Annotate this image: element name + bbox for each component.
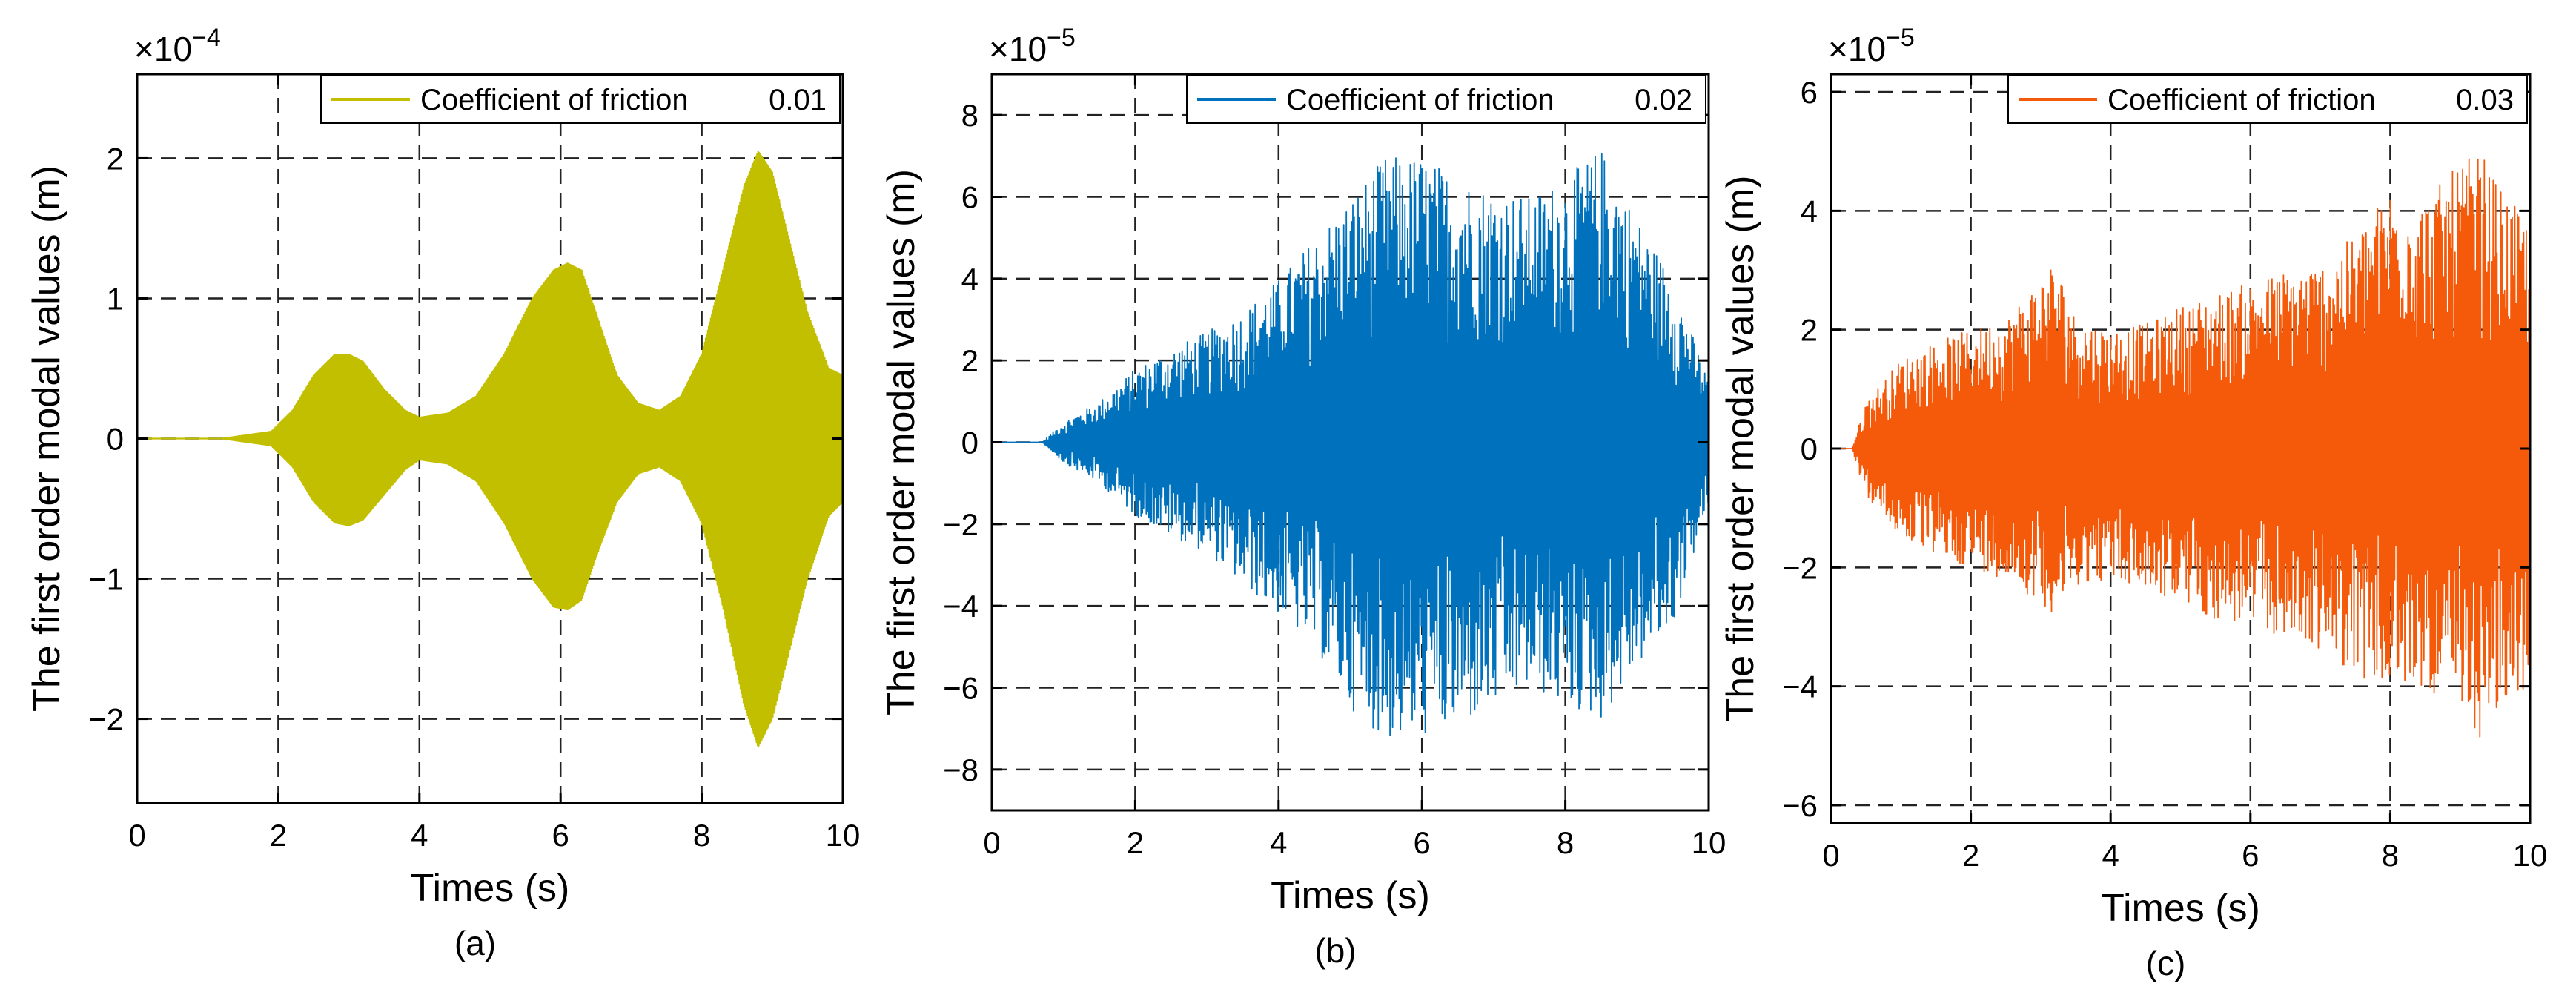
panel-2: 0 2 4 6 8 10 −8 −6 −4 −2 0 2 4 6 8 ×10−5 Times (s) The fi… (880, 24, 1726, 970)
y-tick-label: −6 (1782, 788, 1818, 823)
y-tick-label: 6 (1801, 75, 1818, 110)
y-tick-label: 4 (1801, 194, 1818, 228)
panel-3: 0 2 4 6 8 10 −6 −4 −2 0 2 4 6 ×10−5 Times (s) The first… (1719, 24, 2547, 982)
exponent-power: −5 (1886, 24, 1915, 52)
y-tick-label: −2 (943, 507, 979, 542)
legend-value: 0.03 (2456, 84, 2514, 116)
x-tick-label: 4 (2102, 838, 2119, 873)
x-tick-label: 10 (1692, 825, 1726, 860)
x-tick-label: 4 (411, 818, 428, 853)
legend-label: Coefficient of friction (1286, 84, 1554, 116)
x-tick-label: 6 (1414, 825, 1431, 860)
exponent-power: −4 (192, 24, 221, 52)
exponent-base: ×10 (134, 30, 192, 68)
x-tick-label: 8 (1557, 825, 1574, 860)
panel-caption: (c) (2146, 944, 2186, 982)
y-tick-label: −4 (943, 589, 979, 624)
x-tick-label: 8 (693, 818, 710, 853)
legend-label: Coefficient of friction (2108, 84, 2376, 116)
series-line (136, 150, 844, 747)
exponent-label: ×10−4 (134, 24, 221, 68)
y-tick-label: 0 (961, 426, 979, 460)
x-tick-label: 2 (270, 818, 287, 853)
x-tick-label: 8 (2382, 838, 2399, 873)
x-axis-label: Times (s) (2101, 887, 2260, 930)
x-axis-label: Times (s) (1271, 874, 1430, 917)
y-tick-label: −1 (88, 562, 124, 597)
y-tick-label: 4 (961, 262, 979, 297)
y-tick-label: −2 (88, 702, 124, 737)
y-axis-label: The first order modal values (m) (25, 165, 68, 712)
y-tick-label: 8 (961, 98, 979, 133)
x-tick-label: 10 (2513, 838, 2548, 873)
panel-caption: (a) (454, 924, 496, 962)
y-tick-label: 2 (1801, 313, 1818, 348)
y-tick-label: 1 (107, 281, 124, 316)
y-tick-label: 6 (961, 180, 979, 215)
x-tick-label: 6 (2242, 838, 2259, 873)
exponent-power: −5 (1047, 24, 1076, 52)
x-tick-label: 10 (826, 818, 861, 853)
legend-value: 0.01 (769, 84, 827, 116)
y-tick-label: 2 (961, 343, 979, 378)
exponent-base: ×10 (1828, 30, 1886, 68)
x-tick-label: 2 (1962, 838, 1979, 873)
y-tick-label: −6 (943, 671, 979, 706)
y-axis-label: The first order modal values (m) (1719, 176, 1762, 722)
exponent-base: ×10 (989, 30, 1047, 68)
y-tick-label: 0 (1801, 432, 1818, 466)
x-tick-label: 4 (1270, 825, 1287, 860)
x-tick-label: 0 (983, 825, 1000, 860)
legend-value: 0.02 (1635, 84, 1692, 116)
y-tick-label: −8 (943, 753, 979, 787)
y-tick-label: −4 (1782, 670, 1818, 704)
panel-1: 0 2 4 6 8 10 −2 −1 0 1 2 ×10−4 Times (s) The first or… (25, 24, 860, 962)
x-tick-label: 6 (552, 818, 569, 853)
y-tick-label: 0 (107, 422, 124, 457)
y-axis-label: The first order modal values (m) (880, 169, 923, 716)
x-tick-label: 2 (1127, 825, 1144, 860)
exponent-label: ×10−5 (1828, 24, 1915, 68)
y-tick-label: 2 (107, 141, 124, 176)
legend-label: Coefficient of friction (420, 84, 689, 116)
exponent-label: ×10−5 (989, 24, 1076, 68)
x-tick-label: 0 (128, 818, 145, 853)
y-tick-label: −2 (1782, 550, 1818, 585)
series-line (992, 153, 1709, 736)
series-line (1831, 158, 2531, 738)
x-tick-label: 0 (1822, 838, 1839, 873)
panel-caption: (b) (1314, 931, 1356, 970)
x-axis-label: Times (s) (411, 867, 570, 910)
